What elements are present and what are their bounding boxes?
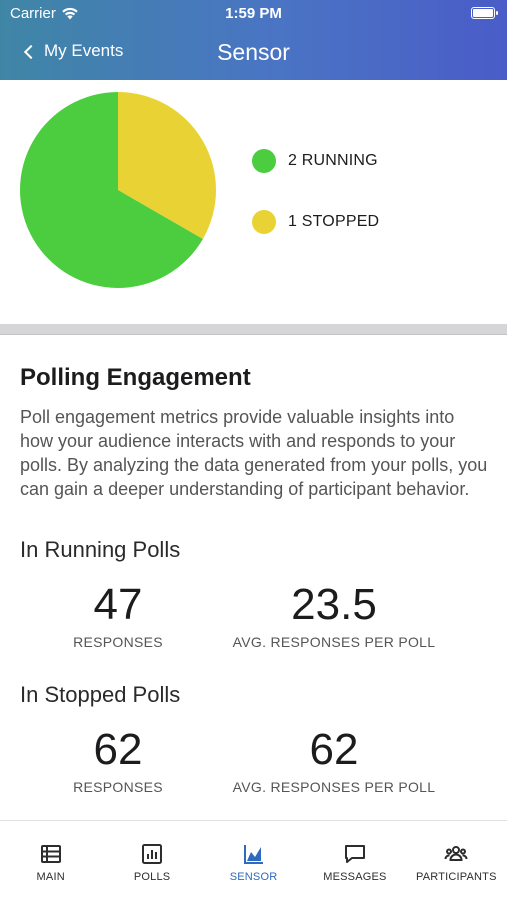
legend-item-stopped: 1 STOPPED xyxy=(252,207,379,237)
legend-dot-stopped xyxy=(252,210,276,234)
list-icon xyxy=(40,845,61,863)
wifi-icon xyxy=(62,7,78,20)
bar-chart-icon xyxy=(142,844,163,864)
participants-icon xyxy=(444,846,468,861)
tab-polls[interactable]: POLLS xyxy=(101,821,202,900)
legend-item-running: 2 RUNNING xyxy=(252,146,379,176)
section-divider xyxy=(0,324,507,335)
tab-messages-label: MESSAGES xyxy=(323,871,387,883)
stopped-polls-title: In Stopped Polls xyxy=(20,682,181,707)
running-avg-stat: 23.5 AVG. RESPONSES PER POLL xyxy=(214,580,454,650)
stopped-avg-value: 62 xyxy=(309,725,359,774)
running-avg-label: AVG. RESPONSES PER POLL xyxy=(232,634,436,650)
stopped-avg-stat: 62 AVG. RESPONSES PER POLL xyxy=(214,725,454,795)
sensor-icon xyxy=(243,845,263,864)
header: Carrier 1:59 PM My Events Sensor xyxy=(0,0,507,80)
stopped-responses-label: RESPONSES xyxy=(73,779,163,795)
status-chart: 2 RUNNING 1 STOPPED xyxy=(0,80,507,324)
clock: 1:59 PM xyxy=(225,5,282,22)
running-responses-value: 47 xyxy=(93,580,143,629)
running-responses-stat: 47 RESPONSES xyxy=(38,580,198,650)
chart-legend: 2 RUNNING 1 STOPPED xyxy=(252,146,379,268)
tab-polls-label: POLLS xyxy=(133,871,171,883)
back-label: My Events xyxy=(44,41,124,60)
tab-participants-label: PARTICIPANTS xyxy=(416,871,497,883)
tab-main[interactable]: MAIN xyxy=(0,821,101,900)
tab-sensor[interactable]: SENSOR xyxy=(203,821,304,900)
page-title: Sensor xyxy=(217,39,290,65)
tab-messages[interactable]: MESSAGES xyxy=(304,821,405,900)
message-icon xyxy=(344,845,365,863)
tab-bar: MAIN POLLS SENSOR MESSAGES PARTICIPANTS xyxy=(0,820,507,900)
stopped-responses-stat: 62 RESPONSES xyxy=(38,725,198,795)
tab-main-label: MAIN xyxy=(36,871,65,883)
running-responses-label: RESPONSES xyxy=(73,634,163,650)
legend-dot-running xyxy=(252,149,276,173)
running-polls-title: In Running Polls xyxy=(20,537,181,562)
nav-bar: My Events Sensor xyxy=(0,30,507,74)
pie-slice-running xyxy=(20,92,203,288)
stopped-avg-label: AVG. RESPONSES PER POLL xyxy=(232,779,436,795)
carrier-indicator: Carrier xyxy=(10,5,79,22)
status-bar: Carrier 1:59 PM xyxy=(0,0,507,28)
legend-label-stopped: 1 STOPPED xyxy=(288,213,380,230)
section-description: Poll engagement metrics provide valuable… xyxy=(20,407,488,499)
battery-icon xyxy=(471,7,498,19)
tab-sensor-label: SENSOR xyxy=(229,871,278,883)
pie-slice-stopped xyxy=(118,92,216,239)
pie-chart xyxy=(20,92,216,288)
section-title: Polling Engagement xyxy=(20,364,251,391)
back-button[interactable]: My Events xyxy=(23,41,124,61)
tab-participants[interactable]: PARTICIPANTS xyxy=(406,821,507,900)
stopped-responses-value: 62 xyxy=(93,725,143,774)
running-avg-value: 23.5 xyxy=(291,580,377,629)
legend-label-running: 2 RUNNING xyxy=(288,152,378,169)
carrier-label: Carrier xyxy=(10,5,56,22)
